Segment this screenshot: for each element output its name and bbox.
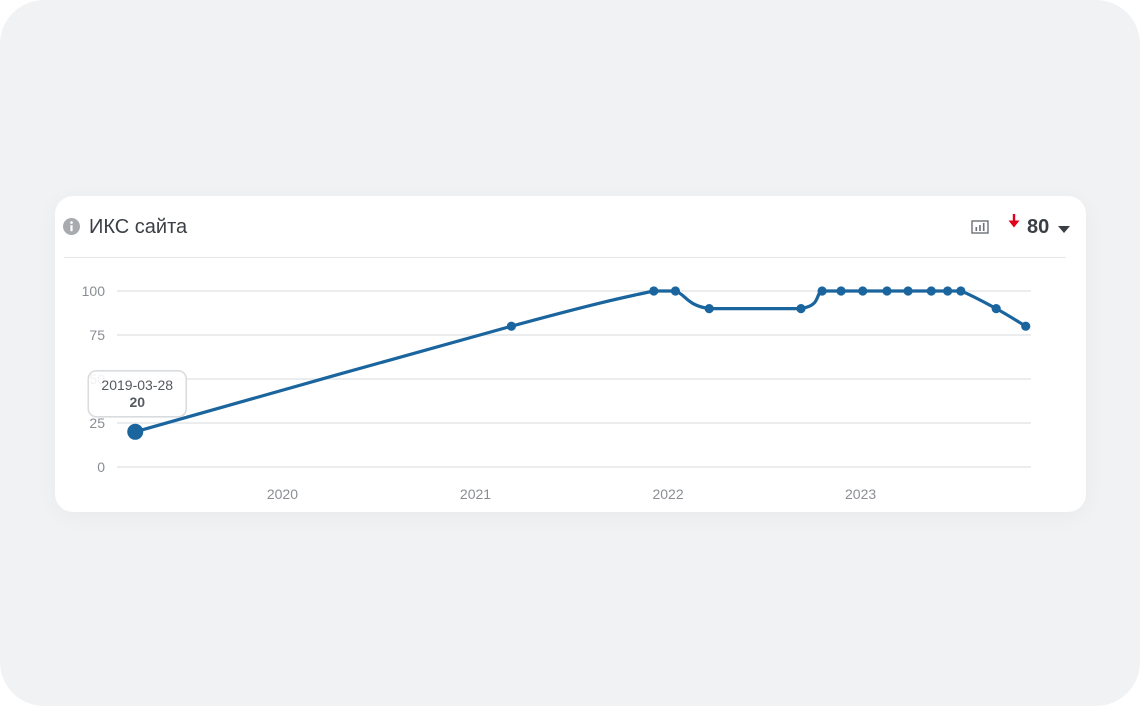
card-title: ИКС сайта	[89, 216, 188, 238]
header-divider	[64, 257, 1066, 258]
iks-chart-card: ИКС сайта 80	[55, 196, 1086, 512]
current-value: 80	[1027, 216, 1050, 238]
bar-chart-icon[interactable]	[971, 219, 989, 235]
arrow-down-icon	[1008, 214, 1020, 228]
info-icon[interactable]	[63, 218, 80, 235]
card-header: ИКС сайта 80	[55, 196, 1086, 257]
caret-down-icon[interactable]	[1058, 226, 1070, 234]
